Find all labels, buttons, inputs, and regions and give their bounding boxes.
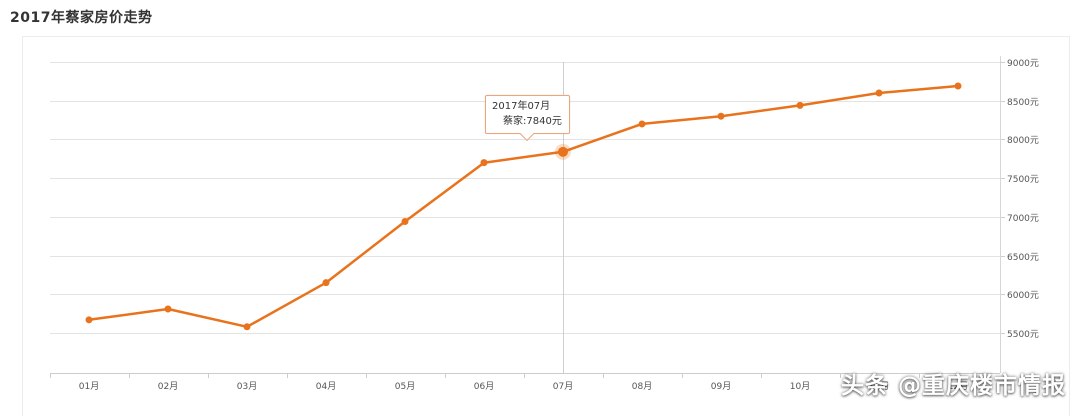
data-point bbox=[638, 120, 646, 128]
x-tick-label: 12月 bbox=[948, 381, 968, 392]
data-point bbox=[796, 101, 804, 109]
y-tick-label: 8000元 bbox=[1007, 136, 1039, 146]
x-tick-label: 01月 bbox=[79, 381, 99, 392]
x-tick-label: 05月 bbox=[395, 381, 415, 392]
x-tick-label: 10月 bbox=[790, 381, 810, 392]
data-point bbox=[954, 82, 962, 90]
data-points bbox=[85, 82, 962, 331]
data-point bbox=[717, 112, 725, 120]
tooltip-value: 蔡家:7840元 bbox=[503, 115, 562, 127]
x-tick-label: 07月 bbox=[553, 381, 573, 392]
watermark: 头条 @重庆楼市情报 bbox=[840, 373, 1066, 399]
data-point bbox=[480, 159, 488, 167]
chart-title: 2017年蔡家房价走势 bbox=[10, 10, 153, 26]
x-tick-label: 03月 bbox=[237, 381, 257, 392]
y-tick-label: 6500元 bbox=[1007, 253, 1039, 263]
x-tick-label: 04月 bbox=[316, 381, 336, 392]
y-tick-label: 6000元 bbox=[1007, 291, 1039, 301]
y-tick-label: 9000元 bbox=[1007, 59, 1039, 69]
y-axis-labels: 5500元 6000元 6500元 7000元 7500元 8000元 8500元 9000元 bbox=[1007, 59, 1039, 340]
data-tooltip: 2017年07月 蔡家:7840元 bbox=[485, 94, 570, 134]
data-point bbox=[401, 218, 409, 226]
tooltip-date: 2017年07月 bbox=[492, 100, 551, 112]
x-axis-labels: 01月 02月 03月 04月 05月 06月 07月 08月 09月 10月 11月 12月 bbox=[50, 373, 968, 392]
y-tick-label: 5500元 bbox=[1007, 330, 1039, 340]
data-point bbox=[875, 89, 883, 97]
data-point-highlight bbox=[558, 146, 568, 157]
x-tick-label: 06月 bbox=[474, 381, 494, 392]
chart-panel bbox=[22, 36, 1070, 416]
y-tick-label: 7000元 bbox=[1007, 214, 1039, 224]
y-tick-label: 7500元 bbox=[1007, 175, 1039, 185]
data-point bbox=[164, 305, 172, 313]
series-line-caijia bbox=[88, 84, 959, 329]
x-tick-label: 08月 bbox=[632, 381, 652, 392]
data-point bbox=[85, 316, 93, 324]
x-tick-label: 02月 bbox=[158, 381, 178, 392]
x-tick-label: 09月 bbox=[711, 381, 731, 392]
x-tick-label: 11月 bbox=[869, 381, 889, 392]
y-tick-label: 8500元 bbox=[1007, 98, 1039, 108]
data-point bbox=[322, 279, 330, 287]
data-point bbox=[243, 323, 251, 331]
